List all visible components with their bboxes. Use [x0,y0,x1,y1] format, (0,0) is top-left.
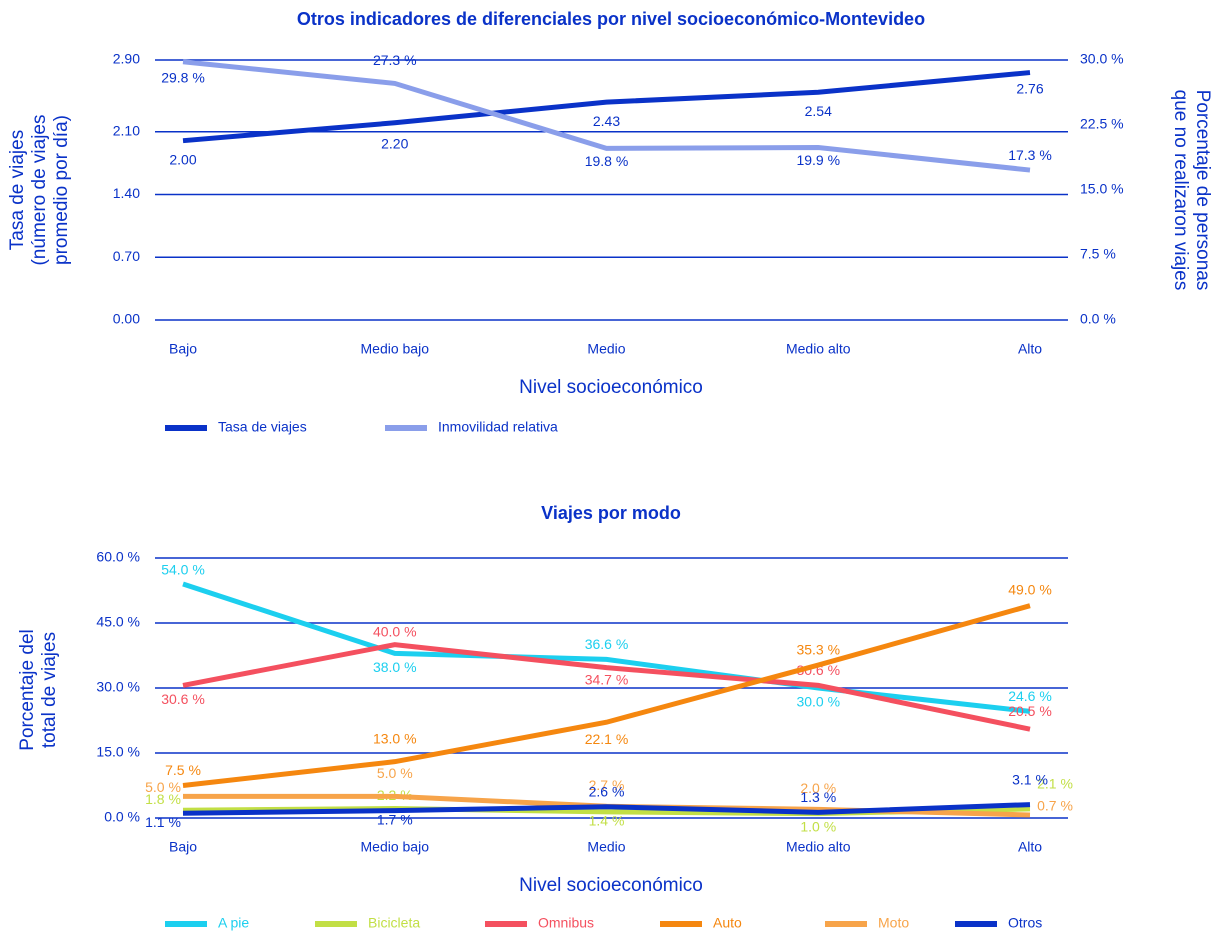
y-tick-label: 0.0 % [104,809,140,825]
x-axis-title: Nivel socioeconómico [519,875,703,896]
y-axis-title: (número de viajes [29,114,50,265]
y-tick-label: 60.0 % [96,549,140,565]
y-tick-label: 1.40 [113,185,140,201]
value-label: 36.6 % [585,636,629,652]
value-label: 0.7 % [1037,798,1073,814]
y2-tick-label: 0.0 % [1080,311,1116,327]
value-label: 24.6 % [1008,688,1052,704]
y2-tick-label: 30.0 % [1080,51,1124,67]
x-axis-title: Nivel socioeconómico [519,377,703,398]
value-label: 2.20 [381,135,408,151]
value-label: 1.7 % [377,811,413,827]
x-tick-label: Medio alto [786,341,851,357]
legend-label: Bicicleta [368,915,420,931]
legend-label: Moto [878,915,909,931]
y-axis-title: total de viajes [39,632,60,748]
value-label: 1.3 % [800,789,836,805]
x-tick-label: Alto [1018,341,1042,357]
value-label: 2.0 % [800,780,836,796]
y2-tick-label: 15.0 % [1080,181,1124,197]
y-axis-title: promedio por día) [51,115,72,265]
value-label: 19.8 % [585,153,629,169]
value-label: 1.4 % [589,813,625,829]
value-label: 3.1 % [1012,771,1048,787]
value-label: 35.3 % [796,642,840,658]
y-tick-label: 2.90 [113,51,140,67]
value-label: 27.3 % [373,52,417,68]
value-label: 29.8 % [161,69,205,85]
y2-axis-title: que no realizaron viajes [1170,90,1191,291]
value-label: 38.0 % [373,659,417,675]
legend-label: Auto [713,915,742,931]
value-label: 17.3 % [1008,147,1052,163]
value-label: 19.9 % [796,152,840,168]
legend-label: A pie [218,915,249,931]
value-label: 1.0 % [800,818,836,834]
series-line [182,59,1031,173]
value-label: 5.0 % [145,779,181,795]
value-label: 5.0 % [377,765,413,781]
value-label: 2.7 % [589,777,625,793]
x-tick-label: Bajo [169,839,197,855]
legend-label: Omnibus [538,915,594,931]
y-tick-label: 30.0 % [96,679,140,695]
series-line [182,603,1031,788]
value-label: 2.00 [169,151,196,167]
x-tick-label: Alto [1018,839,1042,855]
y2-tick-label: 22.5 % [1080,116,1124,132]
y-axis-title: Porcentaje del [17,629,38,750]
legend-label: Tasa de viajes [218,419,307,435]
value-label: 2.6 % [589,783,625,799]
value-label: 40.0 % [373,623,417,639]
chart-title: Viajes por modo [541,503,681,523]
series-line [182,70,1031,144]
x-tick-label: Medio alto [786,839,851,855]
y-tick-label: 45.0 % [96,614,140,630]
value-label: 30.6 % [161,691,205,707]
series-line [182,802,1031,816]
value-label: 2.76 [1016,80,1043,96]
y2-tick-label: 7.5 % [1080,246,1116,262]
x-tick-label: Medio bajo [361,839,430,855]
x-tick-label: Medio [587,341,625,357]
value-label: 2.54 [805,103,832,119]
value-label: 1.8 % [145,791,181,807]
y-tick-label: 15.0 % [96,744,140,760]
series-line [182,642,1031,732]
x-tick-label: Medio bajo [361,341,430,357]
value-label: 54.0 % [161,562,205,578]
y-tick-label: 0.70 [113,248,140,264]
value-label: 34.7 % [585,671,629,687]
value-label: 20.5 % [1008,703,1052,719]
legend-label: Inmovilidad relativa [438,419,558,435]
value-label: 2.43 [593,113,620,129]
value-label: 1.1 % [145,814,181,830]
value-label: 2.1 % [1037,776,1073,792]
x-tick-label: Bajo [169,341,197,357]
value-label: 30.0 % [796,694,840,710]
value-label: 13.0 % [373,730,417,746]
y2-axis-title: Porcentaje de personas [1192,90,1213,291]
value-label: 22.1 % [585,731,629,747]
x-tick-label: Medio [587,839,625,855]
y-tick-label: 0.00 [113,311,140,327]
chart-title: Otros indicadores de diferenciales por n… [297,9,925,29]
series-line [182,581,1031,714]
value-label: 7.5 % [165,762,201,778]
legend-label: Otros [1008,915,1042,931]
y-tick-label: 2.10 [113,122,140,138]
value-label: 49.0 % [1008,581,1052,597]
y-axis-title: Tasa de viajes [7,130,28,250]
